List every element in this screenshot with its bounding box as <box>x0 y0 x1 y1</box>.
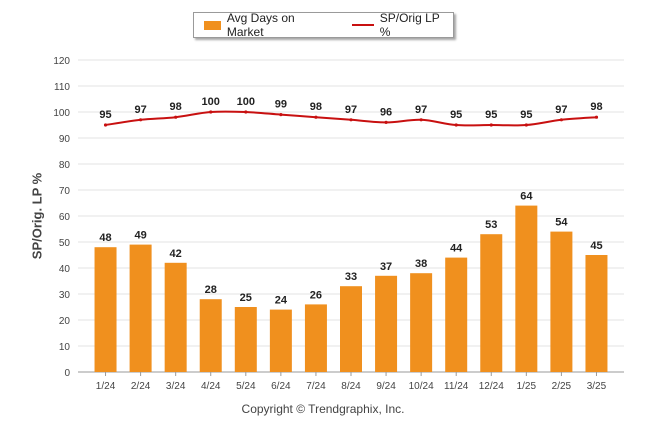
bar <box>164 262 187 372</box>
bar-value-label: 64 <box>520 191 533 203</box>
bar <box>480 234 503 372</box>
y-tick-label: 0 <box>64 368 70 379</box>
y-axis-title: SP/Orig. LP % <box>29 172 45 260</box>
bar <box>340 286 362 372</box>
legend-item-line: SP/Orig LP % <box>351 11 453 39</box>
bar <box>129 244 152 372</box>
y-tick-label: 20 <box>59 316 71 327</box>
legend-bar-swatch <box>204 20 221 30</box>
x-tick-label: 1/24 <box>96 381 116 392</box>
x-tick-label: 9/24 <box>376 381 396 392</box>
bar-value-label: 45 <box>590 240 602 252</box>
line-point <box>524 123 528 127</box>
line-value-label: 95 <box>99 109 111 121</box>
x-tick-label: 2/24 <box>131 381 151 392</box>
y-tick-label: 90 <box>59 134 71 145</box>
x-tick-label: 3/24 <box>166 381 186 392</box>
y-tick-label: 100 <box>53 108 70 119</box>
x-tick-label: 11/24 <box>444 381 469 392</box>
bar-value-label: 37 <box>380 261 392 273</box>
bar-value-label: 53 <box>485 219 497 231</box>
line-value-label: 95 <box>520 109 532 121</box>
bar-value-label: 48 <box>99 232 111 244</box>
line-point <box>314 115 318 119</box>
line-point <box>103 123 108 127</box>
y-tick-label: 110 <box>54 82 70 93</box>
bar <box>199 299 222 372</box>
legend-bar-label: Avg Days on Market <box>226 11 295 39</box>
y-tick-label: 80 <box>59 160 71 171</box>
x-tick-label: 1/25 <box>517 381 537 392</box>
bar-value-label: 26 <box>310 289 322 301</box>
line-value-label: 97 <box>345 104 357 116</box>
line-point <box>244 110 248 114</box>
line-point <box>419 118 423 122</box>
line-value-label: 97 <box>134 104 146 116</box>
bar <box>445 257 468 372</box>
line-point <box>454 123 458 127</box>
y-tick-label: 70 <box>59 186 71 197</box>
bar-value-label: 54 <box>555 217 568 229</box>
y-tick-label: 60 <box>59 212 71 223</box>
chart-legend: Avg Days on Market SP/Orig LP % <box>193 11 454 39</box>
bar <box>515 205 538 372</box>
bar-value-label: 24 <box>275 295 288 307</box>
x-tick-label: 3/25 <box>587 381 607 392</box>
x-tick-label: 4/24 <box>201 381 221 392</box>
y-tick-label: 10 <box>59 342 71 353</box>
line-point <box>279 113 283 117</box>
line-point <box>139 118 143 122</box>
x-tick-label: 12/24 <box>479 381 504 392</box>
line-value-label: 98 <box>310 101 322 113</box>
bar-value-label: 38 <box>415 258 427 270</box>
y-tick-label: 30 <box>59 290 71 301</box>
y-tick-label: 50 <box>59 238 71 249</box>
x-tick-label: 10/24 <box>409 381 434 392</box>
line-value-label: 98 <box>170 101 182 113</box>
copyright-text: Copyright © Trendgraphix, Inc. <box>241 402 405 416</box>
legend-item-bar: Avg Days on Market <box>204 11 334 39</box>
bar-value-label: 28 <box>205 284 217 296</box>
legend-line-swatch <box>351 24 374 26</box>
bar <box>375 275 398 372</box>
bar <box>585 255 608 372</box>
line-value-label: 96 <box>380 106 392 118</box>
y-tick-label: 120 <box>53 56 70 67</box>
line-value-label: 100 <box>202 96 220 108</box>
line-point <box>594 115 599 119</box>
line-value-label: 97 <box>415 104 427 116</box>
line-value-label: 95 <box>450 109 462 121</box>
bar <box>304 304 327 372</box>
line-value-label: 95 <box>485 109 497 121</box>
bar <box>94 247 117 372</box>
bar <box>234 307 257 372</box>
x-tick-label: 6/24 <box>271 381 291 392</box>
line-value-label: 98 <box>590 101 602 113</box>
line-point <box>489 123 493 127</box>
x-tick-label: 5/24 <box>236 381 256 392</box>
bar-value-label: 33 <box>345 271 357 283</box>
bar-value-label: 42 <box>170 248 182 260</box>
line-point <box>174 115 178 119</box>
line-value-label: 100 <box>237 96 255 108</box>
legend-line-label: SP/Orig LP % <box>379 11 440 39</box>
x-tick-label: 7/24 <box>306 381 326 392</box>
bar <box>269 309 292 372</box>
line-point <box>209 110 213 114</box>
line-point <box>349 118 353 122</box>
x-tick-label: 2/25 <box>552 381 572 392</box>
line-value-label: 97 <box>555 104 567 116</box>
bar-value-label: 25 <box>240 292 252 304</box>
bar-value-label: 44 <box>450 243 463 255</box>
line-point <box>559 118 564 122</box>
bar <box>410 273 433 372</box>
bar-value-label: 49 <box>134 230 146 242</box>
bar <box>550 231 573 372</box>
y-tick-label: 40 <box>59 264 71 275</box>
x-tick-label: 8/24 <box>341 381 361 392</box>
line-point <box>384 120 388 124</box>
line-value-label: 99 <box>275 99 287 111</box>
